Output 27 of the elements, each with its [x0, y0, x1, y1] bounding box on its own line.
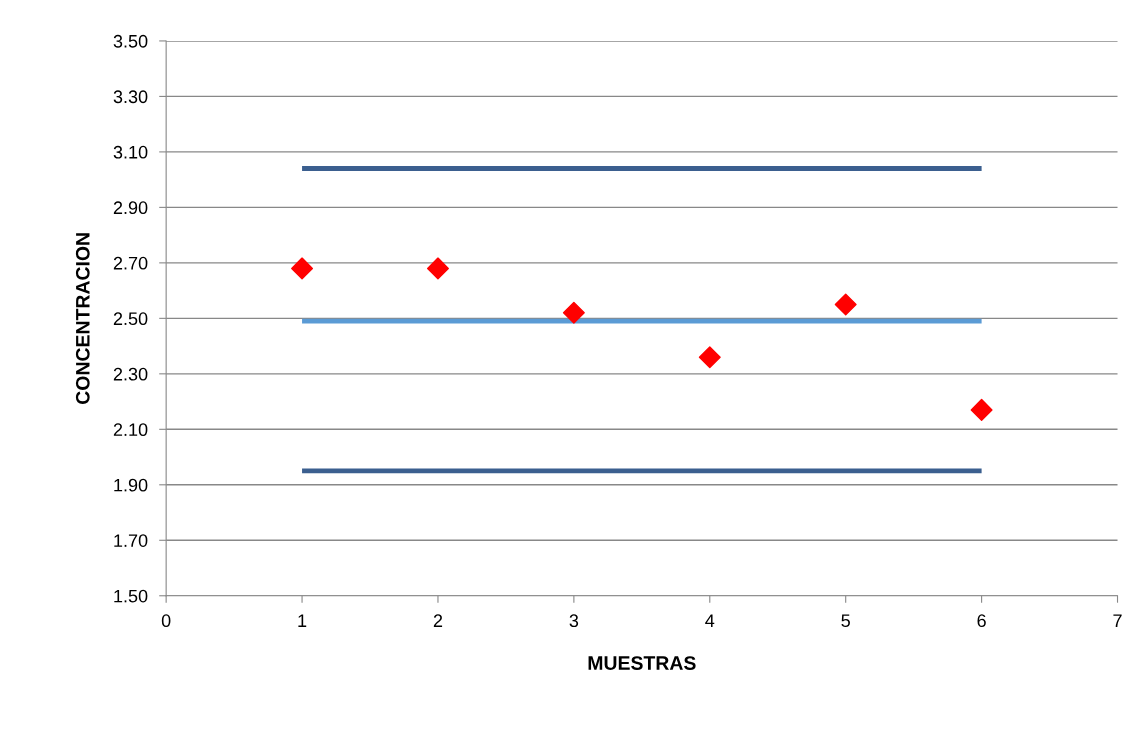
x-tick-label: 3 [569, 614, 579, 628]
point [834, 293, 857, 316]
point [562, 301, 585, 324]
point [970, 398, 993, 421]
x-tick-label: 7 [1113, 614, 1122, 627]
x-tick-label: 0 [161, 614, 171, 628]
y-tick-label: 3.10 [113, 145, 148, 159]
point [291, 257, 314, 280]
x-tick-label: 1 [298, 614, 307, 627]
y-tick-label: 3.30 [113, 90, 148, 104]
y-tick-label: 1.50 [114, 589, 148, 603]
y-tick-label: 2.50 [113, 312, 148, 326]
y-tick-label: 2.70 [113, 256, 148, 270]
y-tick-label: 2.90 [113, 201, 148, 215]
y-tick-label: 1.90 [114, 478, 148, 492]
point [426, 257, 449, 280]
x-tick-label: 4 [705, 614, 715, 627]
y-tick-label: 2.30 [113, 367, 148, 381]
point [698, 346, 721, 369]
y-tick-label: 1.70 [114, 534, 148, 547]
x-tick-label: 2 [433, 614, 443, 627]
y-tick-label: 2.10 [113, 423, 148, 437]
x-axis-title: MUESTRAS [588, 656, 696, 670]
y-axis-title: CONCENTRACION [75, 233, 90, 404]
y-tick-label: 3.50 [113, 34, 148, 48]
x-tick-label: 6 [977, 614, 986, 628]
x-tick-label: 5 [841, 614, 850, 628]
